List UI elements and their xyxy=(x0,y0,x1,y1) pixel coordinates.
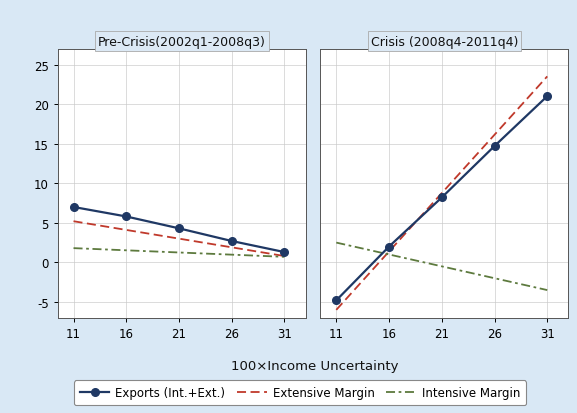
Title: Crisis (2008q4-2011q4): Crisis (2008q4-2011q4) xyxy=(370,36,518,48)
Legend: Exports (Int.+Ext.), Extensive Margin, Intensive Margin: Exports (Int.+Ext.), Extensive Margin, I… xyxy=(74,380,526,405)
Text: 100×Income Uncertainty: 100×Income Uncertainty xyxy=(231,359,398,372)
Title: Pre-Crisis(2002q1-2008q3): Pre-Crisis(2002q1-2008q3) xyxy=(98,36,265,48)
